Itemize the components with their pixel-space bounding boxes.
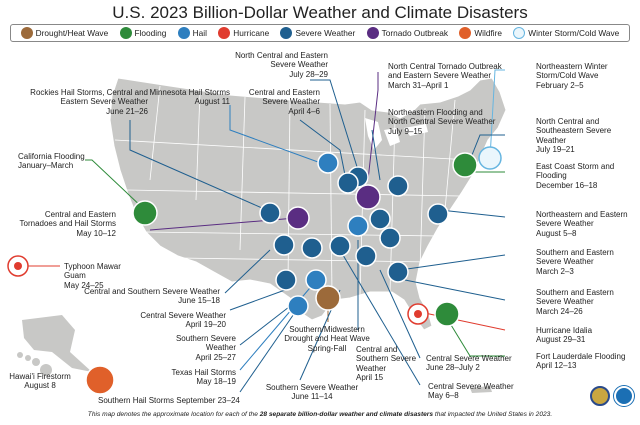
legend-item-drought: Drought/Heat Wave (20, 27, 108, 39)
label-typhoon: Typhoon Mawar Guam May 24–25 (64, 262, 121, 290)
hail-icon (347, 215, 369, 237)
label-nc-east: North Central and Eastern Severe Weather… (235, 51, 328, 79)
label-ne-flood: Northeastern Flooding and North Central … (388, 108, 496, 136)
legend-item-hurricane: Hurricane (218, 27, 269, 39)
label-drought: Southern/Midwestern Drought and Heat Wav… (284, 325, 370, 353)
label-central-jun28: Central Severe Weather June 28–July 2 (426, 354, 512, 373)
label-east-coast: East Coast Storm and Flooding December 1… (536, 162, 615, 190)
severe-weather-icon (355, 245, 377, 267)
alaska (22, 315, 92, 372)
label-nc-tornado: North Central Tornado Outbreak and Easte… (388, 62, 502, 90)
label-hawaii: Hawai'i Firestorm August 8 (9, 372, 71, 391)
severe-weather-icon (280, 27, 293, 39)
label-fll-flood: Fort Lauderdale Flooding April 12–13 (536, 352, 626, 371)
severe-weather-icon (337, 172, 359, 194)
winter-storm-icon (513, 27, 526, 39)
flooding-icon (132, 200, 158, 226)
label-nc-se: North Central and Southeastern Severe We… (536, 117, 612, 154)
noaa-logo-icon (614, 386, 634, 406)
legend-item-severe: Severe Weather (280, 27, 355, 39)
legend: Drought/Heat Wave Flooding Hail Hurrican… (10, 24, 630, 42)
label-central-east-apr: Central and Eastern Severe Weather April… (248, 88, 320, 116)
tornado-icon (366, 27, 379, 39)
hurricane-icon (14, 262, 422, 318)
severe-weather-icon (301, 237, 323, 259)
label-central-tornado: Central and Eastern Tornadoes and Hail S… (19, 210, 117, 238)
flooding-icon (119, 27, 132, 39)
map-title: U.S. 2023 Billion-Dollar Weather and Cli… (112, 3, 528, 22)
severe-weather-icon (379, 227, 401, 249)
legend-item-flooding: Flooding (119, 27, 166, 39)
severe-weather-icon (273, 234, 295, 256)
winter-storm-icon (478, 146, 502, 170)
flooding-icon (452, 152, 478, 178)
wildfire-icon (85, 365, 115, 395)
hail-icon (287, 295, 309, 317)
label-central-southern-apr15: Central and Southern Severe Weather Apri… (356, 345, 417, 382)
doc-seal-icon (590, 386, 610, 406)
label-southern-hail-sep: Southern Hail Storms September 23–24 (98, 396, 240, 405)
label-texas-hail: Texas Hail Storms May 18–19 (171, 368, 236, 387)
legend-item-wildfire: Wildfire (459, 27, 502, 39)
hail-icon (177, 27, 190, 39)
label-southern-apr25: Southern Severe Weather April 25–27 (175, 334, 236, 362)
drought-icon (20, 27, 33, 39)
label-ne-severe: Northeastern and Eastern Severe Weather … (536, 210, 628, 238)
label-rockies: Rockies Hail Storms, Central and Eastern… (30, 88, 148, 116)
hail-icon (317, 152, 339, 174)
flooding-icon (434, 301, 460, 327)
hurricane-icon (218, 27, 231, 39)
tornado-icon (286, 206, 310, 230)
label-ne-winter: Northeastern Winter Storm/Cold Wave Febr… (536, 62, 608, 90)
label-southern-jun11: Southern Severe Weather June 11–14 (265, 383, 359, 402)
drought-icon (315, 285, 341, 311)
puerto-rico (470, 386, 492, 393)
hawaii (17, 352, 52, 376)
label-ca-flood: California Flooding January–March (18, 152, 85, 171)
legend-item-hail: Hail (177, 27, 207, 39)
label-south-east-mar: Southern and Eastern Severe Weather Marc… (536, 248, 614, 276)
great-lakes (365, 118, 428, 150)
severe-weather-icon (329, 235, 351, 257)
label-central-south-jun: Central and Southern Severe Weather June… (84, 287, 220, 306)
label-central-may6: Central Severe Weather May 6–8 (428, 382, 514, 401)
wildfire-icon (459, 27, 472, 39)
label-south-east-mar24: Southern and Eastern Severe Weather Marc… (536, 288, 614, 316)
legend-item-tornado: Tornado Outbreak (366, 27, 448, 39)
legend-item-winter: Winter Storm/Cold Wave (513, 27, 619, 39)
severe-weather-icon (387, 261, 409, 283)
severe-weather-icon (369, 208, 391, 230)
tornado-icon (355, 184, 381, 210)
hail-icon (305, 269, 327, 291)
label-idalia: Hurricane Idalia August 29–31 (536, 326, 593, 345)
footnote: This map denotes the approximate locatio… (87, 411, 553, 418)
severe-weather-icon (427, 203, 449, 225)
label-minnesota: Minnesota Hail Storms August 11 (149, 88, 230, 107)
severe-weather-icon (275, 269, 297, 291)
label-central-apr19: Central Severe Weather April 19–20 (140, 311, 226, 330)
severe-weather-icon (259, 202, 281, 224)
severe-weather-icon (387, 175, 409, 197)
